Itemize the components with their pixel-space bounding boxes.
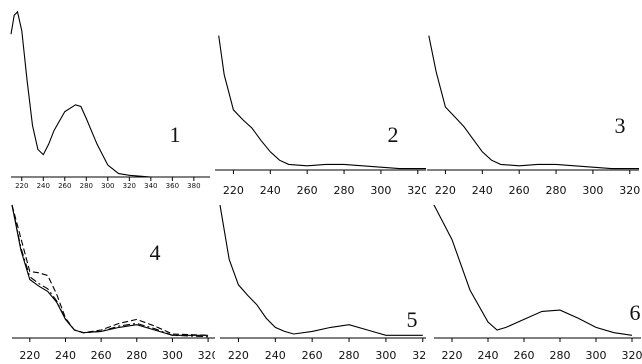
x-tick-label: 240 <box>472 184 493 197</box>
panel: 220 240 260 280 300 320 4 <box>11 204 219 362</box>
x-tick-label: 280 <box>334 184 355 197</box>
panel: 220 240 260 280 300 320 340 360 380 1 <box>10 10 210 190</box>
panel-number: 6 <box>630 300 641 325</box>
x-tick-label: 320 <box>123 182 136 190</box>
spectrum-line <box>433 204 633 336</box>
panel: 220 240 260 280 300 320 5 <box>219 204 433 362</box>
x-tick-label: 280 <box>550 349 571 362</box>
x-tick-label: 280 <box>80 182 93 190</box>
x-tick-label: 260 <box>91 349 112 362</box>
x-tick-label: 280 <box>339 349 360 362</box>
x-tick-label: 240 <box>55 349 76 362</box>
x-tick-label: 260 <box>514 349 535 362</box>
x-tick-label: 340 <box>144 182 157 190</box>
x-tick-label: 260 <box>302 349 323 362</box>
panel-number: 5 <box>407 307 418 332</box>
spectrum-line <box>219 204 423 336</box>
x-tick-label: 360 <box>166 182 179 190</box>
x-tick-label: 300 <box>101 182 114 190</box>
x-tick-label: 220 <box>15 182 28 190</box>
x-tick-label: 320 <box>412 349 433 362</box>
x-tick-label: 260 <box>58 182 71 190</box>
x-tick-label: 300 <box>370 184 391 197</box>
panel-number: 4 <box>150 240 161 265</box>
panel-number: 1 <box>170 122 181 147</box>
panel-number: 2 <box>388 122 399 147</box>
x-tick-label: 320 <box>407 184 428 197</box>
x-tick-label: 220 <box>223 184 244 197</box>
panel: 220 240 260 280 300 320 6 <box>433 204 642 362</box>
x-tick-label: 220 <box>19 349 40 362</box>
spectrum-line <box>11 204 209 336</box>
x-tick-label: 220 <box>442 349 463 362</box>
x-tick-label: 320 <box>619 184 640 197</box>
x-tick-label: 240 <box>478 349 499 362</box>
spectrum-line <box>428 35 639 170</box>
x-tick-label: 320 <box>622 349 642 362</box>
x-tick-label: 240 <box>37 182 50 190</box>
x-tick-label: 260 <box>509 184 530 197</box>
spectrum-line <box>218 35 426 170</box>
spectrum-line <box>11 204 209 336</box>
spectrum-line <box>10 10 210 178</box>
x-tick-label: 380 <box>187 182 200 190</box>
x-tick-label: 300 <box>375 349 396 362</box>
x-tick-label: 240 <box>260 184 281 197</box>
x-tick-label: 280 <box>546 184 567 197</box>
spectrum-line <box>11 204 209 338</box>
x-tick-label: 300 <box>586 349 607 362</box>
x-tick-label: 240 <box>265 349 286 362</box>
x-tick-label: 300 <box>582 184 603 197</box>
x-tick-label: 260 <box>297 184 318 197</box>
x-tick-label: 220 <box>228 349 249 362</box>
x-tick-label: 320 <box>198 349 219 362</box>
x-tick-label: 300 <box>162 349 183 362</box>
panel: 220 240 260 280 300 320 2 <box>215 35 428 197</box>
panel-number: 3 <box>615 113 626 138</box>
panel: 220 240 260 280 300 320 3 <box>427 35 640 197</box>
x-tick-label: 220 <box>435 184 456 197</box>
x-tick-label: 280 <box>126 349 147 362</box>
